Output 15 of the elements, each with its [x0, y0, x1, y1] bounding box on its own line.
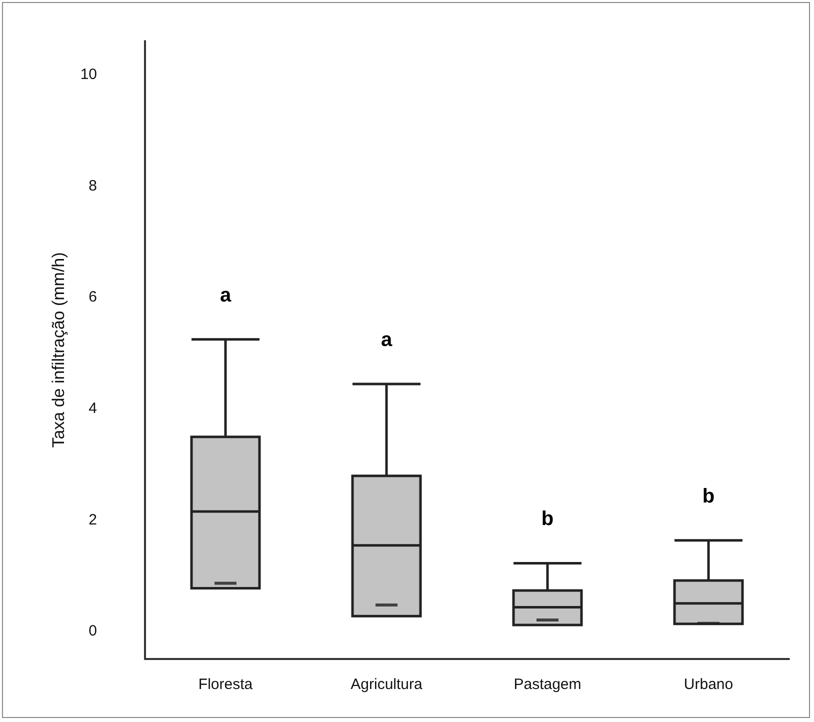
x-tick-label: Urbano: [684, 676, 734, 693]
y-tick-label: 0: [88, 622, 97, 640]
y-tick-label: 10: [80, 66, 97, 83]
annotation: b: [702, 485, 715, 508]
annotation: a: [380, 328, 393, 351]
y-axis-title: Taxa de infiltração (mm/h): [49, 252, 68, 448]
y-tick-label: 8: [88, 177, 97, 194]
y-tick-label: 2: [88, 511, 97, 528]
annotation: a: [220, 284, 232, 306]
y-tick-label: 4: [88, 400, 97, 417]
annotation: b: [541, 508, 554, 530]
x-tick-label: Floresta: [198, 676, 254, 693]
x-tick-label: Pastagem: [514, 676, 582, 693]
x-tick-label: Agricultura: [350, 676, 424, 693]
y-tick-label: 6: [88, 288, 97, 306]
